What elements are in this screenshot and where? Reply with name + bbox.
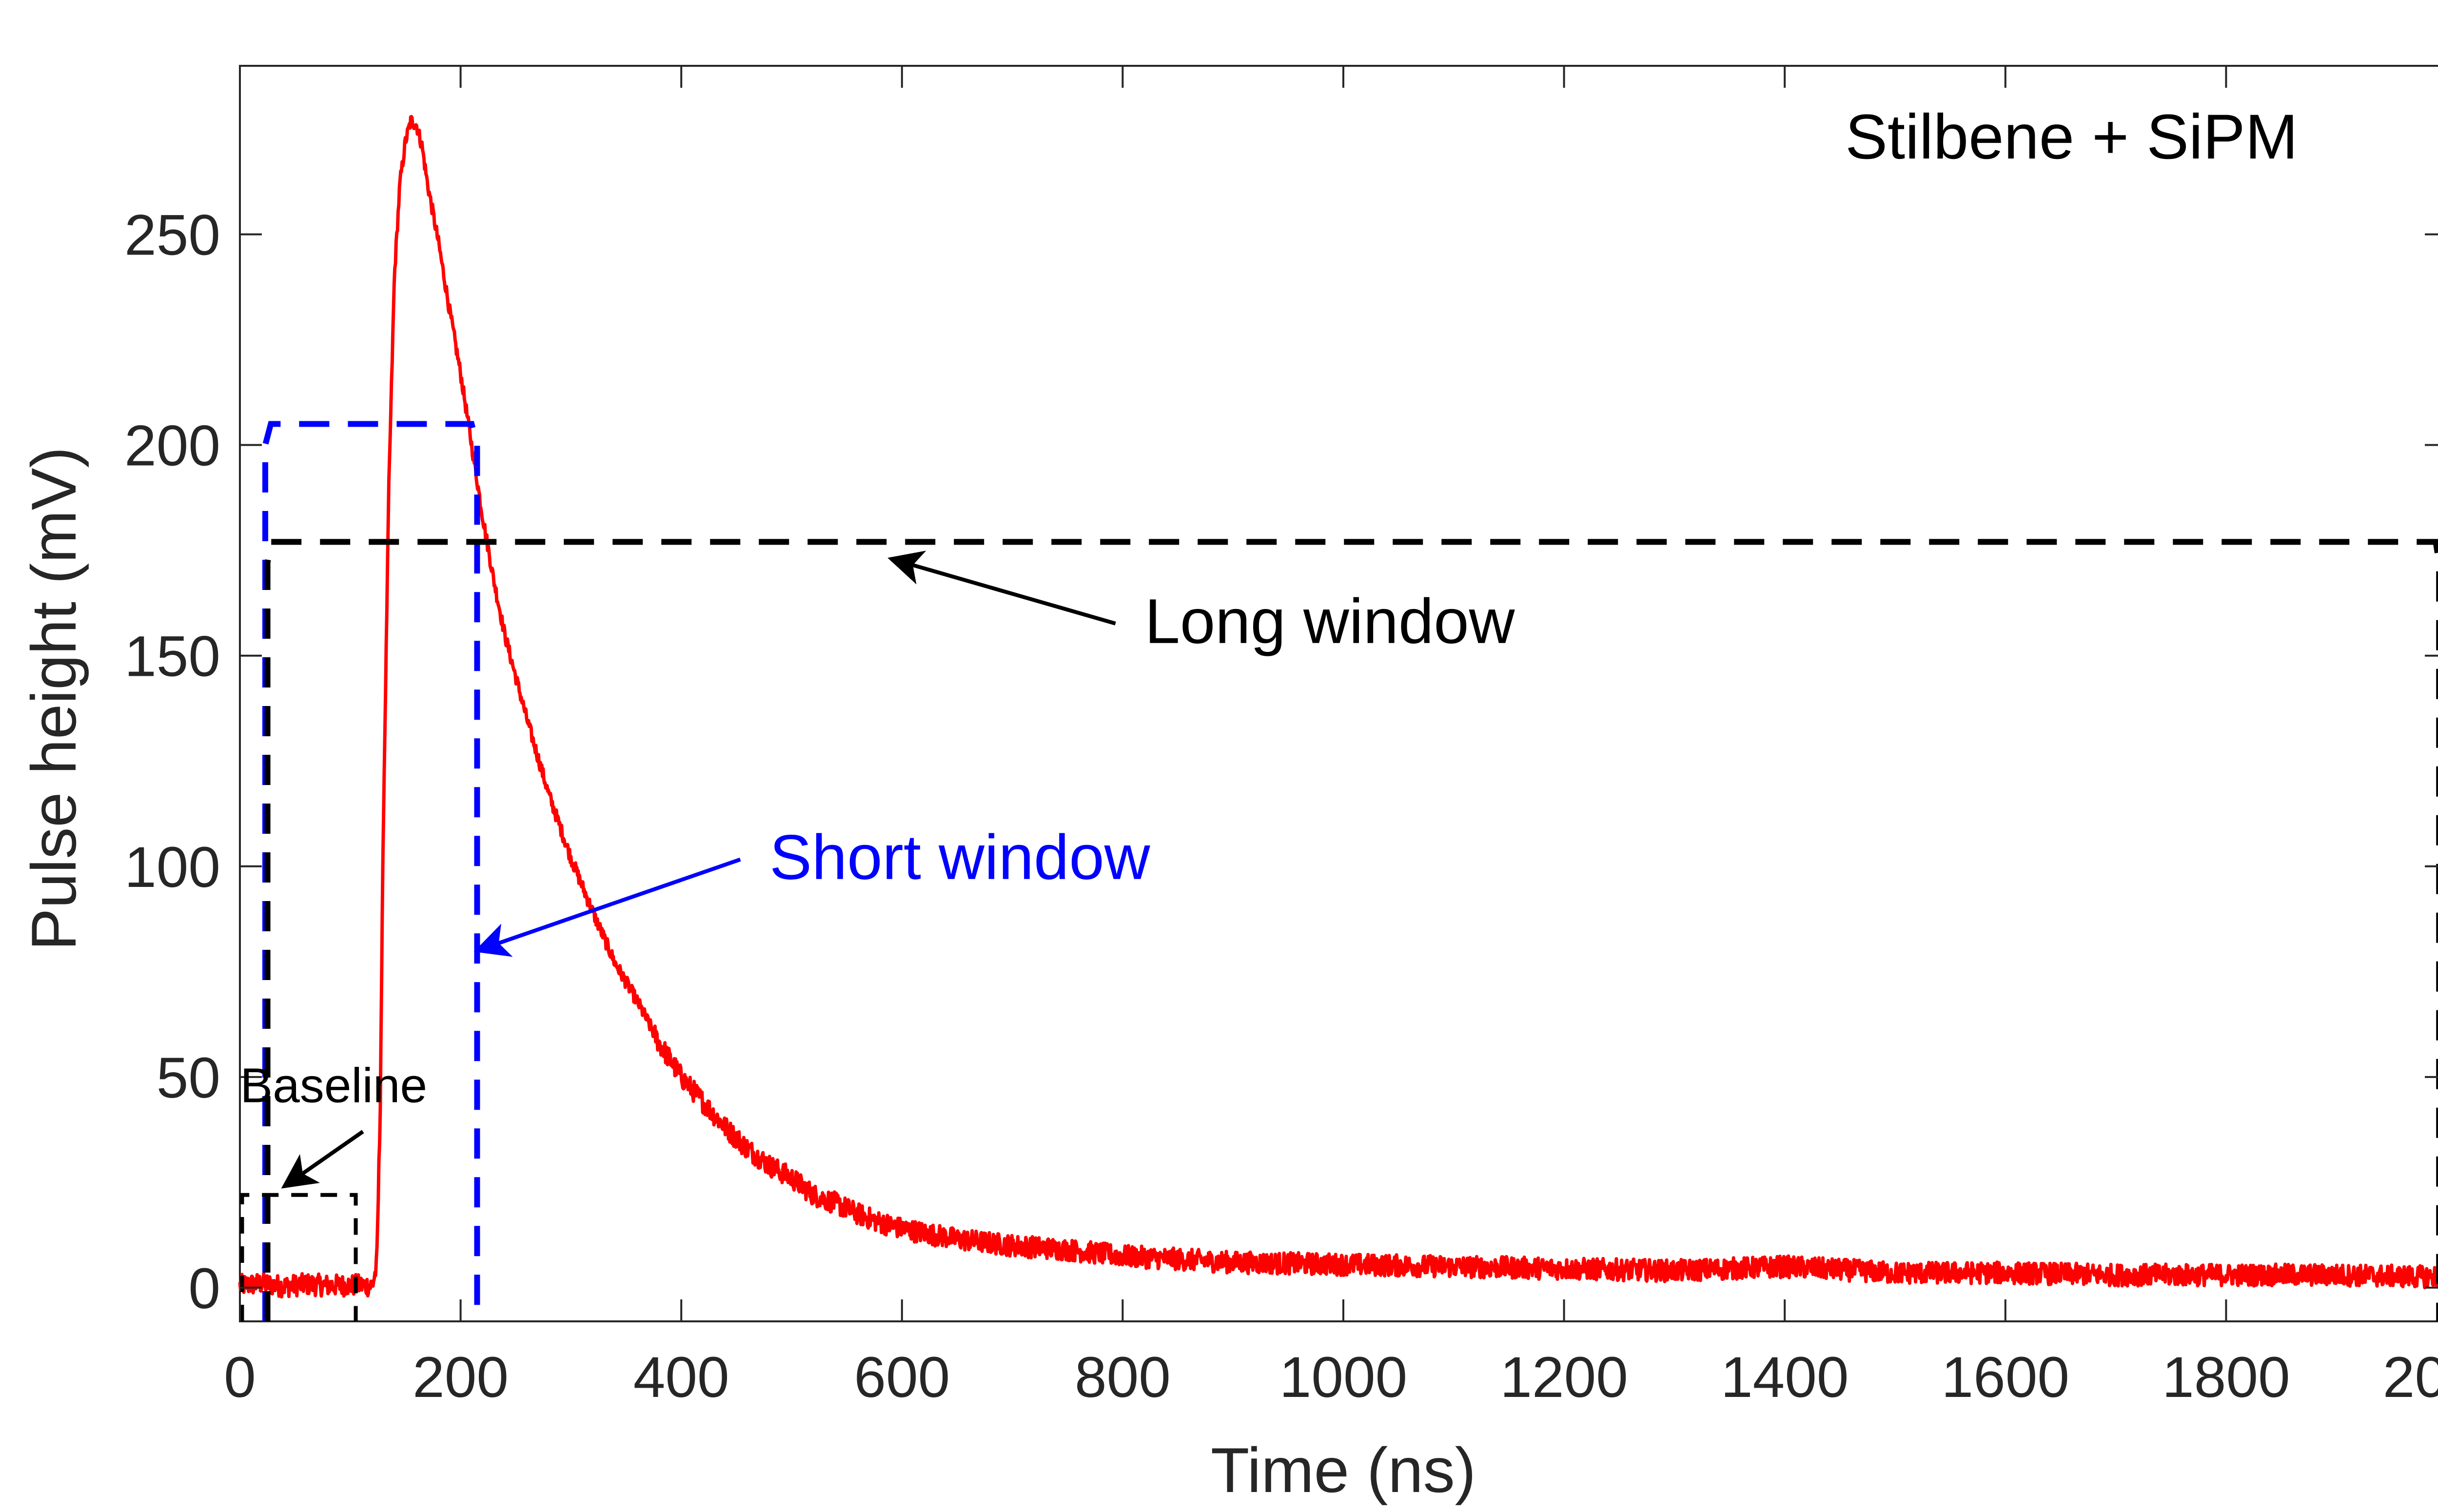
x-axis-label: Time (ns) (1211, 1434, 1476, 1506)
x-tick-label: 400 (633, 1345, 729, 1410)
annotation-short-window: Short window (769, 822, 1150, 893)
x-tick-label: 800 (1075, 1345, 1171, 1410)
y-tick-label: 150 (124, 625, 220, 689)
x-axis-ticks: 0 200 400 600 800 1000 1200 1400 1600 1800 2000 (224, 66, 2438, 1410)
y-axis-ticks: 0 50 100 150 200 250 (124, 203, 2438, 1321)
y-tick-label: 250 (124, 203, 220, 268)
plot-area (238, 65, 2438, 1322)
x-tick-label: 200 (413, 1345, 509, 1410)
series-short-window (262, 421, 480, 1321)
y-tick-label: 50 (157, 1046, 220, 1110)
y-tick-label: 200 (124, 414, 220, 478)
y-tick-label: 0 (188, 1257, 220, 1321)
annotation-long-window: Long window (1145, 586, 1515, 657)
x-tick-label: 1000 (1279, 1345, 1408, 1410)
arrow-short-window (473, 857, 741, 957)
series-pulse (238, 115, 2438, 1299)
y-tick-label: 100 (124, 835, 220, 900)
axes-box (239, 65, 2438, 1322)
x-tick-label: 1600 (1942, 1345, 2070, 1410)
x-tick-label: 2000 (2383, 1345, 2438, 1410)
x-tick-label: 1400 (1721, 1345, 1849, 1410)
annotation-stilbene-sipm: Stilbene + SiPM (1845, 101, 2298, 172)
annotations: Stilbene + SiPM Long window Short window Ba… (240, 101, 2298, 1189)
series-long-window (264, 539, 2438, 1321)
x-tick-label: 1200 (1500, 1345, 1628, 1410)
x-tick-label: 600 (854, 1345, 950, 1410)
series-baseline (240, 1193, 358, 1321)
y-axis-label: Pulse height (mV) (18, 447, 89, 950)
x-tick-label: 1800 (2162, 1345, 2290, 1410)
arrow-long-window (887, 550, 1116, 626)
x-tick-label: 0 (224, 1345, 256, 1410)
arrow-baseline (281, 1130, 364, 1189)
annotation-baseline: Baseline (240, 1059, 428, 1113)
